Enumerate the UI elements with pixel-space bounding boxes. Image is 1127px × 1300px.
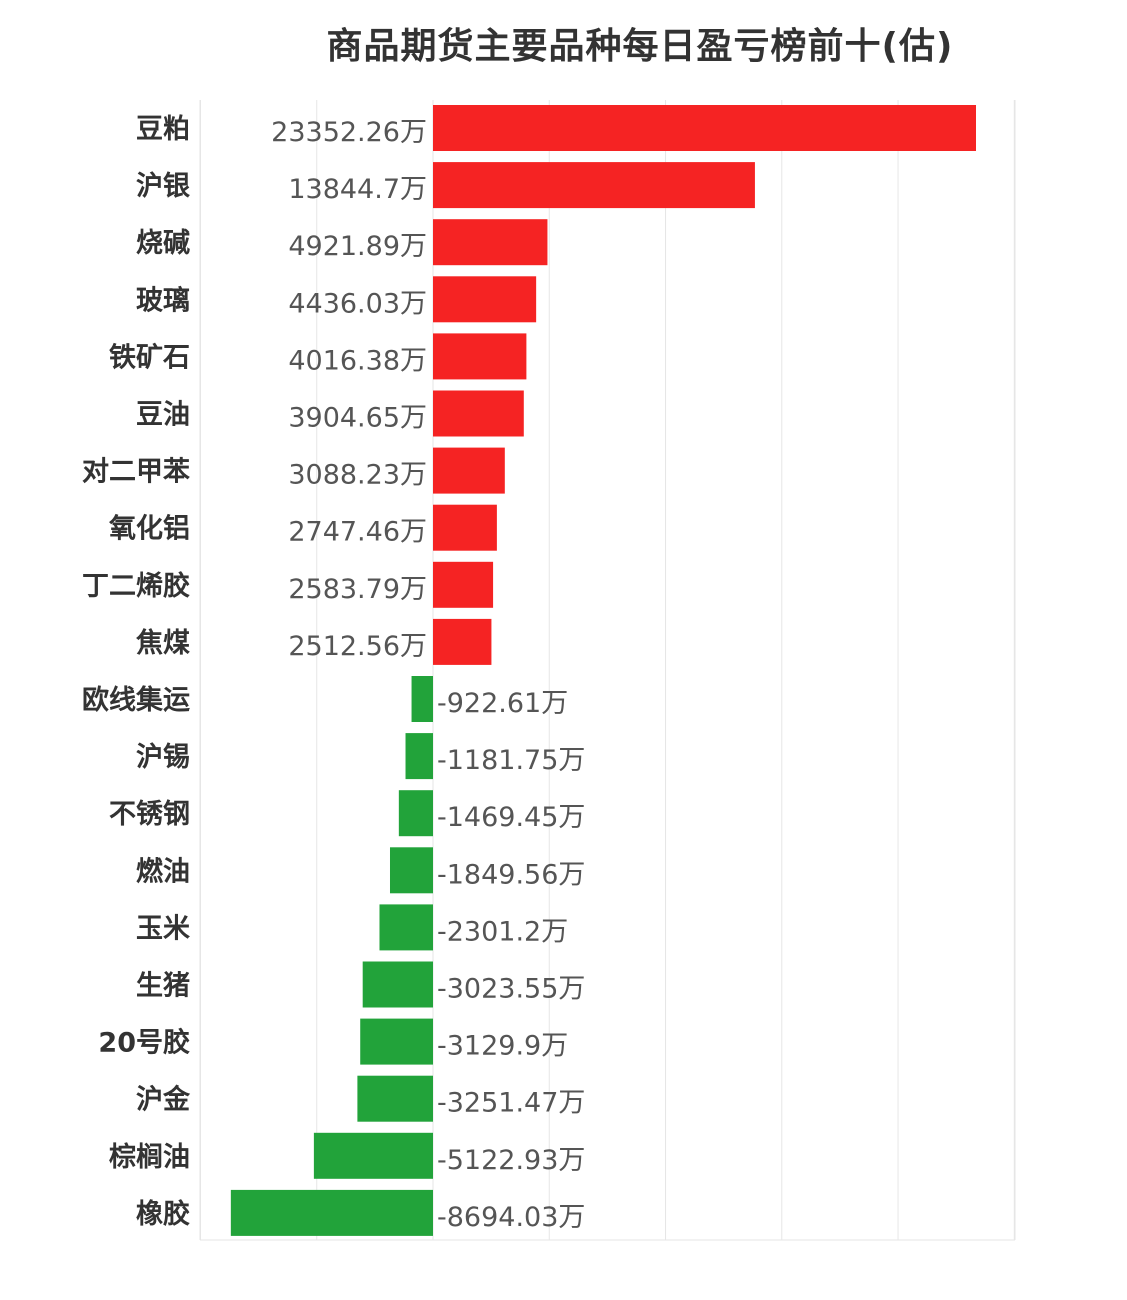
category-label: 橡胶 bbox=[136, 1198, 190, 1230]
bar bbox=[433, 561, 494, 608]
bar bbox=[433, 333, 527, 380]
category-label: 不锈钢 bbox=[109, 799, 190, 830]
bar bbox=[405, 733, 433, 780]
bar bbox=[433, 504, 497, 551]
bar bbox=[360, 1018, 433, 1065]
bar bbox=[411, 676, 433, 722]
value-label: -922.61万 bbox=[437, 688, 568, 719]
value-label: -3129.9万 bbox=[437, 1031, 568, 1062]
value-label: -1181.75万 bbox=[437, 745, 585, 776]
category-label: 焦煤 bbox=[136, 627, 190, 659]
bar bbox=[433, 447, 505, 494]
category-label: 玻璃 bbox=[136, 285, 190, 316]
category-label: 对二甲苯 bbox=[82, 457, 190, 488]
value-label: -5122.93万 bbox=[437, 1145, 585, 1176]
value-label: -3251.47万 bbox=[437, 1088, 585, 1119]
grid-lines bbox=[199, 100, 1016, 1241]
bar bbox=[398, 790, 433, 837]
value-label: 3904.65万 bbox=[288, 403, 427, 434]
category-label: 生猪 bbox=[136, 971, 190, 1002]
bar bbox=[433, 276, 537, 323]
category-label: 沪锡 bbox=[136, 742, 190, 773]
value-label: 4921.89万 bbox=[288, 231, 427, 262]
value-label: -2301.2万 bbox=[437, 916, 568, 947]
category-label: 棕榈油 bbox=[109, 1142, 190, 1173]
bar bbox=[379, 904, 433, 951]
bar bbox=[433, 219, 548, 266]
category-label: 铁矿石 bbox=[109, 341, 190, 373]
category-label: 沪金 bbox=[136, 1084, 191, 1116]
category-label: 20号胶 bbox=[98, 1027, 190, 1059]
category-labels: 豆粕沪银烧碱玻璃铁矿石豆油对二甲苯氧化铝丁二烯胶焦煤欧线集运沪锡不锈钢燃油玉米生… bbox=[82, 114, 191, 1230]
bar bbox=[357, 1075, 433, 1122]
value-label: 2512.56万 bbox=[288, 631, 427, 662]
category-label: 欧线集运 bbox=[82, 684, 190, 716]
value-label: 2747.46万 bbox=[288, 517, 427, 548]
value-labels: 23352.26万 13844.7万 4921.89万 4436.03万 4016.38… bbox=[271, 117, 585, 1233]
category-label: 沪银 bbox=[136, 171, 190, 202]
value-label: -1849.56万 bbox=[437, 859, 585, 890]
category-label: 玉米 bbox=[136, 913, 190, 944]
bar bbox=[362, 961, 433, 1008]
bar bbox=[389, 847, 433, 894]
value-label: 13844.7万 bbox=[288, 174, 427, 205]
category-label: 豆油 bbox=[136, 400, 190, 431]
value-label: -8694.03万 bbox=[437, 1202, 585, 1233]
value-label: -1469.45万 bbox=[437, 802, 585, 833]
value-label: -3023.55万 bbox=[437, 974, 585, 1005]
category-label: 氧化铝 bbox=[108, 514, 190, 545]
value-label: 23352.26万 bbox=[271, 117, 427, 148]
category-label: 丁二烯胶 bbox=[82, 570, 190, 602]
value-label: 2583.79万 bbox=[288, 574, 427, 605]
bars bbox=[230, 105, 976, 1236]
chart-title: 商品期货主要品种每日盈亏榜前十(估) bbox=[326, 26, 954, 67]
bar bbox=[433, 162, 755, 209]
bar bbox=[433, 618, 492, 665]
bar bbox=[230, 1189, 433, 1236]
value-label: 3088.23万 bbox=[288, 460, 427, 491]
bar bbox=[433, 390, 524, 437]
category-label: 燃油 bbox=[136, 856, 190, 887]
category-label: 豆粕 bbox=[136, 114, 190, 145]
value-label: 4016.38万 bbox=[288, 345, 427, 376]
bar bbox=[313, 1132, 433, 1179]
category-label: 烧碱 bbox=[136, 228, 190, 259]
value-label: 4436.03万 bbox=[288, 288, 427, 319]
bar bbox=[433, 105, 976, 151]
